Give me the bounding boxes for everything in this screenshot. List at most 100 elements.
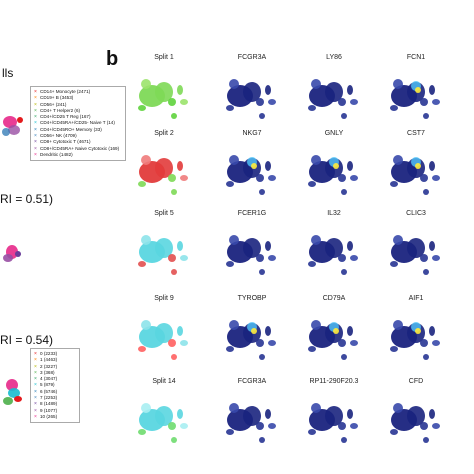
- gene-title: GNLY: [324, 130, 344, 137]
- umap-cluster-minor: [308, 429, 316, 435]
- umap-cluster-arm: [265, 161, 271, 171]
- gene-title: AIF1: [408, 295, 424, 302]
- legend-cluster-marker-icon: ×: [34, 388, 37, 395]
- umap-cluster-minor: [168, 254, 176, 262]
- gene-umap-plot: [308, 155, 358, 195]
- umap-cluster-minor: [341, 269, 347, 275]
- umap-cluster-arm: [429, 161, 435, 171]
- split-umap-plot: [138, 403, 188, 443]
- umap-cluster-main: [325, 82, 343, 102]
- legend-cluster-label: 2 (3227): [40, 363, 58, 369]
- legend-cluster-label: 1 (4463): [40, 357, 58, 363]
- umap-cluster-minor: [390, 181, 398, 187]
- legend-cluster-entry: × 4 (3047): [34, 376, 76, 382]
- gene-title: CD79A: [322, 295, 346, 302]
- umap-cluster-arm: [432, 255, 440, 261]
- gene-umap-plot: [308, 403, 358, 443]
- umap-cluster-minor: [168, 98, 176, 106]
- umap-cluster-minor: [308, 181, 316, 187]
- split-umap-plot: [138, 320, 188, 360]
- gene-title: FCGR3A: [237, 54, 267, 61]
- gene-title: FCN1: [406, 54, 426, 61]
- umap-cluster-minor: [311, 79, 321, 89]
- umap-cluster-main: [155, 406, 173, 426]
- umap-cluster-minor: [141, 403, 151, 413]
- panel-b-label: b: [106, 48, 119, 70]
- legend-cluster-label: 5 (879): [40, 382, 55, 388]
- umap-cluster-arm: [177, 409, 183, 419]
- umap-cluster-arm: [265, 241, 271, 251]
- gene-umap-plot: [390, 403, 440, 443]
- split-umap-plot: [138, 79, 188, 119]
- umap-cluster-minor: [259, 354, 265, 360]
- umap-cluster-arm: [347, 326, 353, 336]
- umap-cluster-arm: [265, 409, 271, 419]
- umap-cluster-arm: [177, 326, 183, 336]
- umap-cluster-minor: [311, 155, 321, 165]
- umap-cluster-minor: [308, 346, 316, 352]
- umap-cluster-minor: [420, 254, 428, 262]
- umap-cluster-minor: [226, 346, 234, 352]
- umap-cluster-minor: [256, 339, 264, 347]
- umap-cluster-main: [155, 82, 173, 102]
- umap-cluster-minor: [256, 98, 264, 106]
- legend-cluster-entry: × 2 (3227): [34, 364, 76, 370]
- umap-cluster-minor: [229, 235, 239, 245]
- gene-umap-plot: [308, 79, 358, 119]
- umap-expression-spot: [251, 163, 257, 169]
- umap-cluster-arm: [180, 423, 188, 429]
- umap-cluster-main: [243, 406, 261, 426]
- umap-cluster-arm: [268, 99, 276, 105]
- legend-cluster-entry: × 3 (368): [34, 370, 76, 376]
- umap-cluster-arm: [432, 340, 440, 346]
- umap-cluster-minor: [138, 346, 146, 352]
- legend-cell-type-label: CD56+ (241): [40, 101, 67, 107]
- legend-cell-type-label: CD4+/CD25 T Reg (167): [40, 114, 91, 120]
- umap-cluster-minor: [256, 422, 264, 430]
- legend-cell-type-marker-icon: ×: [34, 126, 37, 133]
- umap-cluster-arm: [347, 241, 353, 251]
- umap-cluster-minor: [341, 113, 347, 119]
- legend-cluster-marker-icon: ×: [34, 376, 37, 383]
- legend-cluster-label: 7 (2253): [40, 395, 58, 401]
- legend-cluster-label: 8 (1489): [40, 401, 58, 407]
- umap-cluster-arm: [268, 340, 276, 346]
- umap-cluster-arm: [180, 255, 188, 261]
- legend-cell-type-entry: × CD4+/CD45RA+/CD25- Naive T (14): [34, 120, 122, 126]
- gene-title: NKG7: [242, 130, 262, 137]
- umap-cluster-minor: [420, 339, 428, 347]
- gene-title: LY86: [326, 54, 342, 61]
- legend-cell-types: × CD14+ Monocyte (2471) × CD19+ B (3453) × CD…: [30, 86, 126, 162]
- gene-umap-plot: [390, 155, 440, 195]
- legend-cell-type-label: CD14+ Monocyte (2471): [40, 89, 91, 94]
- legend-cluster-marker-icon: ×: [34, 401, 37, 408]
- umap-cluster-minor: [138, 181, 146, 187]
- umap-cluster-minor: [141, 79, 151, 89]
- umap-cluster-minor: [171, 437, 177, 443]
- umap-cluster-minor: [226, 105, 234, 111]
- gene-title: IL32: [327, 210, 341, 217]
- umap-cluster-minor: [138, 105, 146, 111]
- umap-cluster-minor: [338, 174, 346, 182]
- legend-cell-type-marker-icon: ×: [34, 133, 37, 140]
- legend-cluster-marker-icon: ×: [34, 407, 37, 414]
- umap-cluster-main: [407, 406, 425, 426]
- legend-cell-type-marker-icon: ×: [34, 114, 37, 121]
- gene-title: FCER1G: [237, 210, 267, 217]
- umap-expression-spot: [415, 163, 421, 169]
- panel-a-umap-middle: [3, 245, 21, 262]
- umap-cluster-minor: [259, 437, 265, 443]
- umap-cluster-main: [325, 238, 343, 258]
- gene-title: TYROBP: [237, 295, 267, 302]
- umap-cluster-arm: [432, 99, 440, 105]
- umap-cluster-minor: [229, 155, 239, 165]
- umap-cluster-arm: [350, 99, 358, 105]
- split-umap-plot: [138, 235, 188, 275]
- legend-cell-type-entry: × CD4+/CD25 T Reg (167): [34, 114, 122, 120]
- umap-cluster-arm: [268, 423, 276, 429]
- legend-cell-type-entry: × CD56+ (241): [34, 102, 122, 108]
- gene-title: CFD: [408, 378, 424, 385]
- legend-cluster-entry: × 9 (1077): [34, 408, 76, 414]
- umap-cluster-minor: [226, 181, 234, 187]
- umap-expression-spot: [415, 328, 421, 334]
